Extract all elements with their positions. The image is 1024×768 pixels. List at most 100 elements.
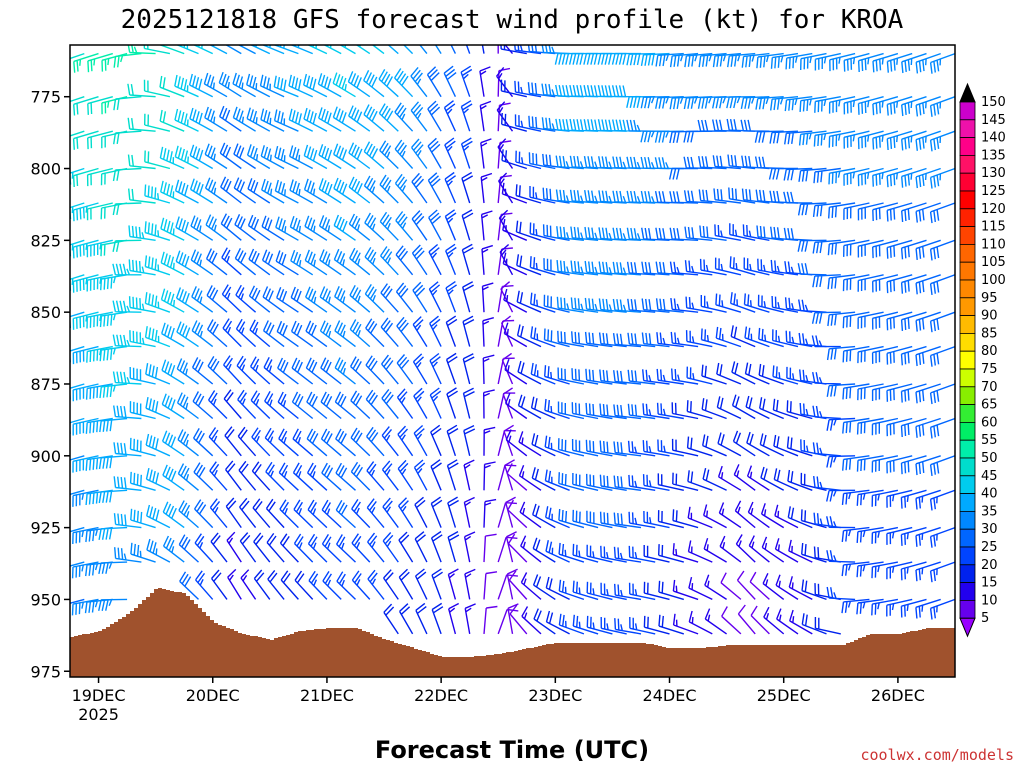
wind-barb [717,465,742,491]
wind-barb [801,613,827,635]
wind-barb [669,227,699,241]
wind-barb [787,469,813,491]
wind-barb [857,52,884,73]
colorbar-swatch [959,368,976,388]
wind-barb [719,535,742,563]
wind-barb [760,466,785,491]
wind-barb [518,431,542,457]
y-tick-label: 950 [30,590,61,609]
wind-barb [444,171,457,204]
wind-barb [431,568,443,600]
wind-barb [253,532,271,563]
wind-barb [929,489,955,511]
wind-barb [572,543,599,563]
wind-barb [225,497,242,529]
wind-barb [569,189,599,204]
wind-barb [306,462,328,491]
wind-barb [275,216,299,241]
wind-barb [247,214,271,241]
wind-barb [483,605,498,634]
wind-barb [259,74,285,98]
wind-barb [192,391,214,420]
wind-barb [99,311,128,328]
wind-barb [397,459,414,491]
wind-barb [225,45,242,55]
wind-barb [428,281,442,313]
wind-barb [446,387,458,419]
wind-barb [192,428,214,457]
wind-barb [570,226,599,241]
wind-barb [366,461,385,491]
wind-barb [799,96,827,112]
wind-barb [769,130,799,144]
wind-barb [351,499,371,529]
wind-barb [789,609,813,635]
wind-barb [367,569,385,600]
wind-barb [826,417,856,431]
wind-barb [365,389,385,419]
wind-barb [504,392,528,420]
y-tick-label: 900 [30,447,61,466]
wind-barb [672,613,699,635]
wind-barb [274,145,299,170]
wind-barb [276,320,299,348]
wind-barb [901,96,927,117]
wind-barb [177,463,199,491]
wind-barb [113,442,142,457]
wind-barb [886,345,913,365]
wind-barb [364,284,385,313]
wind-barb [379,140,399,170]
wind-barb [532,537,556,563]
wind-barb [85,455,113,471]
wind-barb [626,227,656,241]
wind-barb [712,119,741,132]
wind-barb [431,602,444,635]
wind-barb [929,598,955,620]
wind-barb [351,570,371,600]
wind-barb [144,292,171,313]
wind-barb [347,71,371,98]
wind-barb [811,335,841,348]
wind-barb [114,547,142,563]
wind-barb [886,311,913,331]
wind-barb [207,356,228,385]
wind-barb [112,202,142,216]
wind-barb [900,526,927,546]
wind-barb [760,503,785,529]
wind-barb [129,330,156,348]
wind-barb [248,285,271,313]
wind-barb [480,210,493,241]
wind-barb [307,533,328,563]
wind-barb [746,431,770,457]
y-tick-label: 975 [30,662,61,681]
wind-barb [414,568,428,600]
wind-barb [349,356,371,385]
wind-barb [129,471,156,491]
x-tick-label: 19DEC [72,686,126,705]
wind-barb [514,45,542,55]
wind-barb [688,610,713,635]
wind-barb [413,424,428,457]
wind-barb [770,226,799,241]
wind-barb [278,462,299,491]
wind-barb [872,96,899,116]
wind-barb [159,75,185,98]
colorbar-swatch [959,582,976,601]
wind-barb [463,496,475,528]
wind-barb [886,417,913,437]
y-tick-label: 875 [30,375,61,394]
wind-barb [529,256,556,276]
wind-barb [232,106,256,132]
wind-barb [900,383,927,403]
wind-barb [72,383,99,402]
wind-barb [641,332,670,348]
wind-barb [508,570,528,600]
wind-barb [260,145,285,170]
wind-barb [568,52,599,65]
wind-barb [261,249,285,276]
wind-barb [381,354,399,385]
wind-barb [188,73,214,98]
wind-barb [669,191,699,204]
wind-barb [728,187,756,204]
wind-barb [627,440,656,457]
